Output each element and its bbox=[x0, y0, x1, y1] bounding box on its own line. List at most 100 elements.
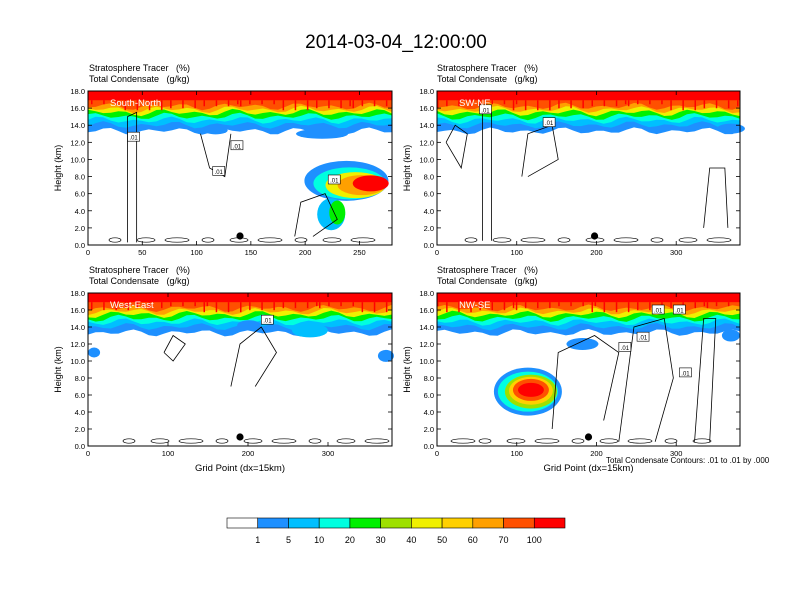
y-tick-label: 14.0 bbox=[419, 323, 434, 332]
colorbar-label: 30 bbox=[376, 535, 386, 545]
tracer-spike bbox=[182, 100, 184, 109]
tracer-spike bbox=[316, 100, 318, 109]
contour-label: .01 bbox=[654, 309, 663, 315]
tracer-spike bbox=[203, 302, 205, 313]
condensate-contour bbox=[294, 193, 338, 237]
tracer-spike bbox=[249, 100, 251, 105]
tracer-spike bbox=[512, 100, 515, 111]
tracer-spike bbox=[282, 100, 285, 111]
condensate-contour-low bbox=[706, 237, 732, 243]
x-tick-label: 200 bbox=[299, 248, 312, 257]
condensate-contour-low bbox=[627, 438, 653, 444]
condensate-contour-low bbox=[108, 237, 122, 243]
x-tick-label: 300 bbox=[670, 449, 683, 458]
y-tick-label: 4.0 bbox=[75, 207, 85, 216]
tracer-spike bbox=[603, 302, 606, 313]
y-tick-label: 12.0 bbox=[419, 138, 434, 147]
contour-label-box bbox=[636, 331, 650, 342]
tracer-spike bbox=[661, 100, 663, 105]
contour-label-box bbox=[212, 166, 226, 176]
contour-note: Total Condensate Contours: .01 to .01 by… bbox=[606, 456, 770, 465]
tracer-label: Stratosphere Tracer (%) bbox=[437, 63, 539, 73]
colorbar-label: 40 bbox=[406, 535, 416, 545]
tracer-spike bbox=[549, 302, 551, 309]
tracer-spike bbox=[558, 100, 560, 109]
condensate-contour-low bbox=[322, 237, 342, 243]
colorbar-label: 60 bbox=[468, 535, 478, 545]
contour-label: .01 bbox=[330, 178, 339, 184]
x-axis-label: Grid Point (dx=15km) bbox=[195, 463, 285, 474]
y-tick-label: 8.0 bbox=[424, 173, 434, 182]
tracer-spike bbox=[361, 302, 364, 313]
condensate-contour-low bbox=[557, 237, 571, 243]
tracer-spike bbox=[594, 302, 597, 307]
location-marker bbox=[236, 232, 244, 240]
condensate-contour bbox=[163, 334, 186, 362]
y-tick-label: 16.0 bbox=[70, 306, 85, 315]
y-tick-label: 8.0 bbox=[75, 374, 85, 383]
condensate-contour-low bbox=[534, 438, 560, 444]
contour-label-box bbox=[327, 174, 341, 185]
tracer-spike bbox=[703, 302, 706, 307]
tracer-spike bbox=[203, 100, 205, 107]
x-tick-label: 100 bbox=[510, 449, 523, 458]
x-tick-label: 200 bbox=[590, 449, 603, 458]
tracer-spike bbox=[515, 302, 518, 311]
tracer-spike bbox=[373, 302, 376, 313]
condensate-contour-low bbox=[650, 237, 664, 243]
tracer-spike bbox=[103, 100, 105, 105]
y-axis-label: Height (km) bbox=[53, 145, 63, 192]
condensate-contour-low bbox=[613, 237, 639, 243]
tracer-spike bbox=[127, 100, 129, 105]
condensate-label: Total Condensate (g/kg) bbox=[89, 74, 190, 84]
colorbar-swatch bbox=[226, 517, 259, 529]
x-tick-label: 300 bbox=[322, 449, 335, 458]
condensate-label: Total Condensate (g/kg) bbox=[437, 74, 538, 84]
tracer-spike bbox=[570, 100, 572, 109]
condensate-contour-low bbox=[294, 237, 308, 243]
condensate-contour-low bbox=[122, 438, 136, 444]
tracer-spike bbox=[240, 302, 242, 313]
y-tick-label: 10.0 bbox=[419, 155, 434, 164]
tracer-patch bbox=[377, 349, 394, 362]
tracer-spike bbox=[458, 302, 460, 313]
tracer-spike bbox=[491, 302, 493, 311]
x-tick-label: 100 bbox=[190, 248, 203, 257]
tracer-patch bbox=[291, 323, 328, 338]
colorbar-swatch bbox=[503, 517, 535, 529]
condensate-contour-low bbox=[678, 237, 698, 243]
tracer-spike bbox=[715, 302, 718, 307]
condensate-contour-low bbox=[450, 438, 476, 444]
tracer-spike bbox=[615, 302, 618, 313]
tracer-spike bbox=[352, 100, 354, 109]
tracer-patch bbox=[721, 329, 740, 342]
colorbar-swatch bbox=[318, 517, 351, 529]
y-axis-label: Height (km) bbox=[402, 346, 412, 393]
tracer-spike bbox=[479, 100, 481, 105]
contour-label: .01 bbox=[263, 319, 272, 325]
tracer-spike bbox=[328, 302, 330, 307]
plot-frame bbox=[436, 90, 741, 246]
x-tick-label: 50 bbox=[138, 248, 146, 257]
tracer-spike bbox=[591, 302, 593, 313]
y-tick-label: 16.0 bbox=[70, 104, 85, 113]
x-tick-label: 100 bbox=[510, 248, 523, 257]
y-tick-label: 12.0 bbox=[70, 340, 85, 349]
tracer-spike bbox=[524, 100, 527, 111]
x-tick-label: 150 bbox=[245, 248, 258, 257]
y-tick-label: 2.0 bbox=[424, 224, 434, 233]
panel-south-north: .01 .01 .01 .01 0.0 2.0 4.0 6.0 8.0 10.0 12.0 14.0 1… bbox=[53, 87, 393, 257]
x-tick-label: 0 bbox=[435, 449, 439, 458]
condensate-contour-low bbox=[243, 438, 263, 444]
contour-label-box bbox=[261, 314, 274, 325]
tracer-band-max bbox=[437, 293, 740, 303]
y-axis-label: Height (km) bbox=[402, 145, 412, 192]
tracer-band-max bbox=[88, 91, 392, 101]
y-tick-label: 14.0 bbox=[70, 121, 85, 130]
condensate-contour-low bbox=[664, 438, 678, 444]
tracer-blob bbox=[517, 382, 544, 397]
condensate-contour-low bbox=[201, 237, 215, 243]
condensate-contour bbox=[551, 335, 620, 430]
tracer-spike bbox=[170, 100, 172, 109]
panel-header-south-north: Stratosphere Tracer (%) Total Condensate… bbox=[89, 63, 190, 85]
